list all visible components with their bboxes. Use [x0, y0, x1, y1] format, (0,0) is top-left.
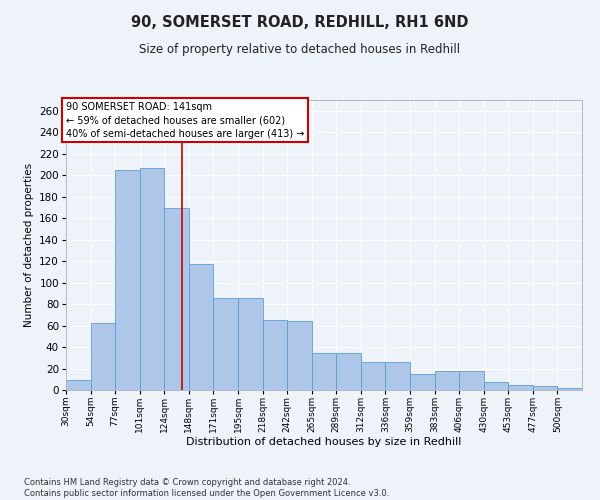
Bar — [434, 370, 459, 390]
Bar — [214, 298, 238, 390]
Bar — [508, 384, 533, 390]
Text: 90, SOMERSET ROAD, REDHILL, RH1 6ND: 90, SOMERSET ROAD, REDHILL, RH1 6ND — [131, 15, 469, 30]
Bar — [263, 320, 287, 390]
Y-axis label: Number of detached properties: Number of detached properties — [24, 163, 34, 327]
X-axis label: Distribution of detached houses by size in Redhill: Distribution of detached houses by size … — [187, 438, 461, 448]
Bar — [287, 322, 312, 390]
Bar — [459, 370, 484, 390]
Bar — [238, 298, 263, 390]
Bar — [410, 374, 434, 390]
Bar — [312, 354, 336, 390]
Text: Contains HM Land Registry data © Crown copyright and database right 2024.
Contai: Contains HM Land Registry data © Crown c… — [24, 478, 389, 498]
Bar — [557, 388, 582, 390]
Bar — [140, 168, 164, 390]
Bar — [484, 382, 508, 390]
Bar — [361, 362, 385, 390]
Text: Size of property relative to detached houses in Redhill: Size of property relative to detached ho… — [139, 42, 461, 56]
Bar — [164, 208, 189, 390]
Text: 90 SOMERSET ROAD: 141sqm
← 59% of detached houses are smaller (602)
40% of semi-: 90 SOMERSET ROAD: 141sqm ← 59% of detach… — [66, 102, 304, 139]
Bar — [336, 354, 361, 390]
Bar — [115, 170, 140, 390]
Bar — [385, 362, 410, 390]
Bar — [533, 386, 557, 390]
Bar — [91, 324, 115, 390]
Bar — [189, 264, 214, 390]
Bar — [66, 380, 91, 390]
